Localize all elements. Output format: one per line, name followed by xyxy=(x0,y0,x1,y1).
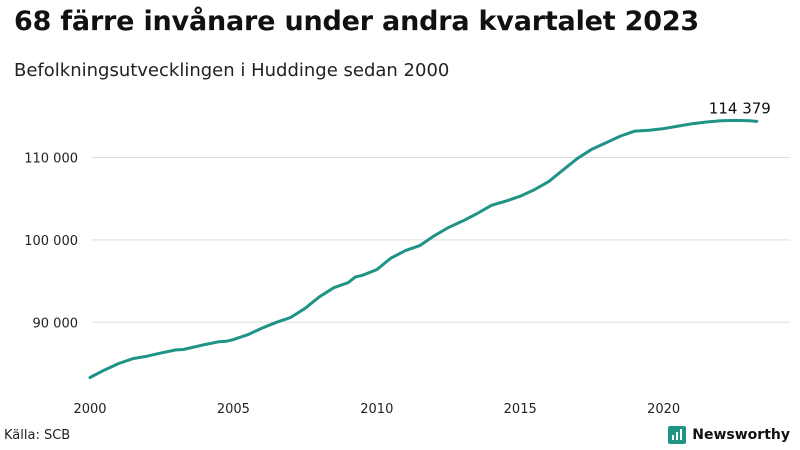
y-tick-label: 90 000 xyxy=(33,316,79,331)
series-line xyxy=(88,118,759,379)
series-layer xyxy=(88,118,759,379)
x-tick-label: 2000 xyxy=(73,402,106,417)
brand-name: Newsworthy xyxy=(692,427,790,443)
x-tick-label: 2010 xyxy=(360,402,393,417)
chart-title: 68 färre invånare under andra kvartalet … xyxy=(14,6,699,37)
end-value-label: 114 379 xyxy=(709,99,771,117)
y-axis-ticks: 90 000 100 000 110 000 xyxy=(24,151,78,331)
x-tick-label: 2020 xyxy=(647,402,680,417)
x-tick-label: 2015 xyxy=(504,402,537,417)
y-tick-label: 100 000 xyxy=(24,234,78,249)
newsworthy-logo-icon xyxy=(668,426,687,444)
x-axis-ticks: 2000 2005 2010 2015 2020 xyxy=(73,402,680,417)
gridlines xyxy=(92,156,790,323)
chart-subtitle: Befolkningsutvecklingen i Huddinge sedan… xyxy=(14,60,450,81)
brand-logo: Newsworthy xyxy=(668,426,790,444)
x-tick-label: 2005 xyxy=(217,402,250,417)
y-tick-label: 110 000 xyxy=(24,151,78,166)
source-note: Källa: SCB xyxy=(4,428,71,443)
